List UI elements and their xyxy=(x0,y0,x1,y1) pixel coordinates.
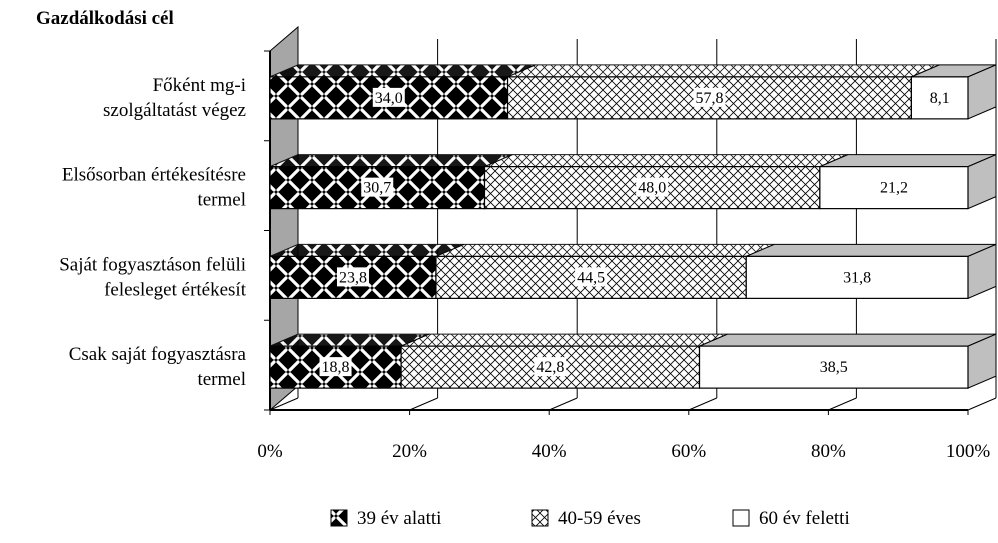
bar-segment-top xyxy=(269,154,513,168)
x-tick-label: 60% xyxy=(671,441,706,462)
data-label-bg xyxy=(636,177,669,197)
data-label: 34,0 xyxy=(375,90,403,107)
category-labels: Főként mg-i szolgáltatást végez Elsősorban… xyxy=(59,75,246,390)
category-label: Csak saját fogyasztásra xyxy=(69,344,247,365)
legend-item: 40-59 éves xyxy=(531,508,641,529)
category-label: termel xyxy=(197,369,246,390)
category-label: felesleget értékesít xyxy=(104,279,247,300)
legend-label: 39 év alatti xyxy=(357,508,441,529)
data-label-bg xyxy=(693,87,726,107)
chart-title: Gazdálkodási cél xyxy=(36,8,174,29)
legend-swatch xyxy=(531,509,549,527)
data-label: 23,8 xyxy=(339,269,367,286)
bar-segment-top xyxy=(819,154,997,168)
data-label-bg xyxy=(575,267,608,287)
category-label: Főként mg-i xyxy=(153,75,246,96)
floor-line xyxy=(409,397,438,411)
x-tick-label: 80% xyxy=(811,441,846,462)
legend: 39 év alatti 40-59 éves 60 év feletti xyxy=(330,508,850,529)
data-label: 57,8 xyxy=(695,90,723,107)
floor-line xyxy=(269,397,299,411)
bar-segment-top xyxy=(507,64,940,78)
data-label-bg xyxy=(336,267,369,287)
data-label-bg xyxy=(817,357,850,377)
bar-segment-top xyxy=(435,243,775,257)
data-label-bg xyxy=(319,357,352,377)
x-tick-labels: 0% 20% 40% 60% 80% 100% xyxy=(257,441,990,462)
data-label-bg xyxy=(372,87,405,107)
data-label-bg xyxy=(923,87,956,107)
floor-line xyxy=(549,397,578,411)
data-label: 48,0 xyxy=(638,180,666,197)
category-label: termel xyxy=(197,190,246,211)
legend-item: 39 év alatti xyxy=(330,508,441,529)
category-label: szolgáltatást végez xyxy=(103,100,246,121)
data-label: 30,7 xyxy=(363,180,391,197)
data-label: 18,8 xyxy=(322,359,350,376)
bar-segment-top xyxy=(269,64,536,78)
bar-segment-top xyxy=(400,333,728,347)
legend-label: 40-59 éves xyxy=(558,508,641,529)
floor-line xyxy=(688,397,717,411)
floor-line xyxy=(828,397,857,411)
x-tick-label: 0% xyxy=(257,441,283,462)
data-label: 21,2 xyxy=(880,180,908,197)
data-label: 44,5 xyxy=(577,269,605,286)
floor-line xyxy=(967,397,997,411)
bar-row: 34,0 57,8 8,1 xyxy=(269,64,997,120)
legend-swatch xyxy=(330,509,348,527)
x-tick-label: 40% xyxy=(532,441,567,462)
data-label-bg xyxy=(877,177,910,197)
bar-row: 30,7 48,0 21,2 xyxy=(269,153,997,210)
bar-segment-top xyxy=(269,243,465,257)
legend-item: 60 év feletti xyxy=(732,508,850,529)
bar-row: 23,8 44,5 31,8 xyxy=(269,243,997,300)
legend-swatch xyxy=(732,509,750,527)
category-label: Elsősorban értékesítésre xyxy=(62,165,246,186)
data-label-bg xyxy=(841,267,874,287)
bar-segment xyxy=(698,345,969,389)
bar-segment-top xyxy=(746,243,997,257)
category-label: Saját fogyasztáson felüli xyxy=(59,254,246,275)
legend-label: 60 év feletti xyxy=(759,508,850,529)
x-tick-label: 20% xyxy=(392,441,427,462)
x-tick-label: 100% xyxy=(946,441,991,462)
data-label: 42,8 xyxy=(536,359,564,376)
data-label-bg xyxy=(534,357,567,377)
data-label-bg xyxy=(361,177,394,197)
bars: 34,0 57,8 8,1 30,7 48,0 21,2 23,8 44,5 31,8 18,8 4… xyxy=(269,64,997,389)
bar-segment-top xyxy=(484,154,849,168)
bar-segment-top xyxy=(699,333,997,347)
data-label: 8,1 xyxy=(930,90,950,107)
data-label: 38,5 xyxy=(820,359,848,376)
data-label: 31,8 xyxy=(843,269,871,286)
bar-row: 18,8 42,8 38,5 xyxy=(269,333,997,389)
